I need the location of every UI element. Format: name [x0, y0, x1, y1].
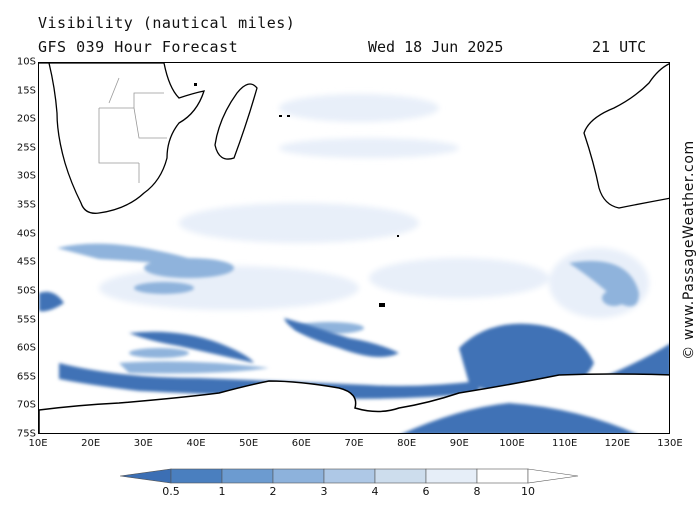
lon-label: 20E	[81, 438, 101, 449]
legend-label: 1	[218, 485, 226, 498]
legend-swatch	[374, 468, 427, 484]
africa-borders	[98, 77, 167, 183]
lat-label: 65S	[16, 371, 36, 383]
lat-label: 55S	[16, 314, 36, 326]
lon-label: 100E	[499, 438, 525, 449]
lon-label: 80E	[397, 438, 417, 449]
lat-label: 60S	[16, 342, 36, 354]
legend-label: 6	[422, 485, 430, 498]
lat-label: 25S	[16, 142, 36, 154]
map-title: Visibility (nautical miles)	[38, 14, 296, 32]
lat-label: 15S	[16, 85, 36, 97]
visibility-map	[38, 62, 670, 434]
legend-swatch	[120, 468, 172, 484]
lon-label: 110E	[551, 438, 578, 449]
lon-label: 130E	[657, 438, 683, 449]
legend-swatch	[170, 468, 223, 484]
legend-label: 8	[473, 485, 481, 498]
islands	[194, 83, 399, 307]
lat-label: 40S	[16, 228, 36, 240]
legend-swatch	[272, 468, 325, 484]
lat-label: 10S	[16, 56, 36, 68]
legend-swatch	[425, 468, 478, 484]
forecast-label: GFS 039 Hour Forecast	[38, 38, 239, 56]
lon-label: 50E	[239, 438, 259, 449]
legend-label: 0.5	[162, 485, 180, 498]
lon-label: 30E	[133, 438, 153, 449]
lat-label: 50S	[16, 285, 36, 297]
legend-swatch	[476, 468, 529, 484]
legend-swatch	[323, 468, 376, 484]
lat-label: 20S	[16, 113, 36, 125]
legend-label: 3	[320, 485, 328, 498]
australia-coastline	[583, 63, 669, 209]
legend-swatch	[221, 468, 274, 484]
credit-watermark: © www.PassageWeather.com	[681, 140, 697, 360]
lat-label: 35S	[16, 199, 36, 211]
legend-label: 2	[269, 485, 277, 498]
visibility-mid-patches	[57, 243, 639, 374]
africa-coastline	[39, 63, 258, 214]
legend-swatch	[527, 468, 579, 484]
lon-label: 10E	[28, 438, 48, 449]
lat-label: 75S	[16, 428, 36, 440]
antarctica-low-visibility	[403, 403, 635, 433]
lon-label: 120E	[604, 438, 631, 449]
legend-label: 10	[521, 485, 535, 498]
forecast-date: Wed 18 Jun 2025	[368, 38, 504, 56]
legend-label: 4	[371, 485, 379, 498]
lon-label: 60E	[291, 438, 311, 449]
lon-label: 90E	[449, 438, 469, 449]
lat-label: 45S	[16, 256, 36, 268]
visibility-legend	[120, 468, 579, 484]
lat-label: 70S	[16, 399, 36, 411]
lon-label: 40E	[186, 438, 206, 449]
lon-label: 70E	[344, 438, 364, 449]
forecast-time: 21 UTC	[592, 38, 647, 56]
lat-label: 30S	[16, 170, 36, 182]
map-canvas	[39, 63, 669, 433]
